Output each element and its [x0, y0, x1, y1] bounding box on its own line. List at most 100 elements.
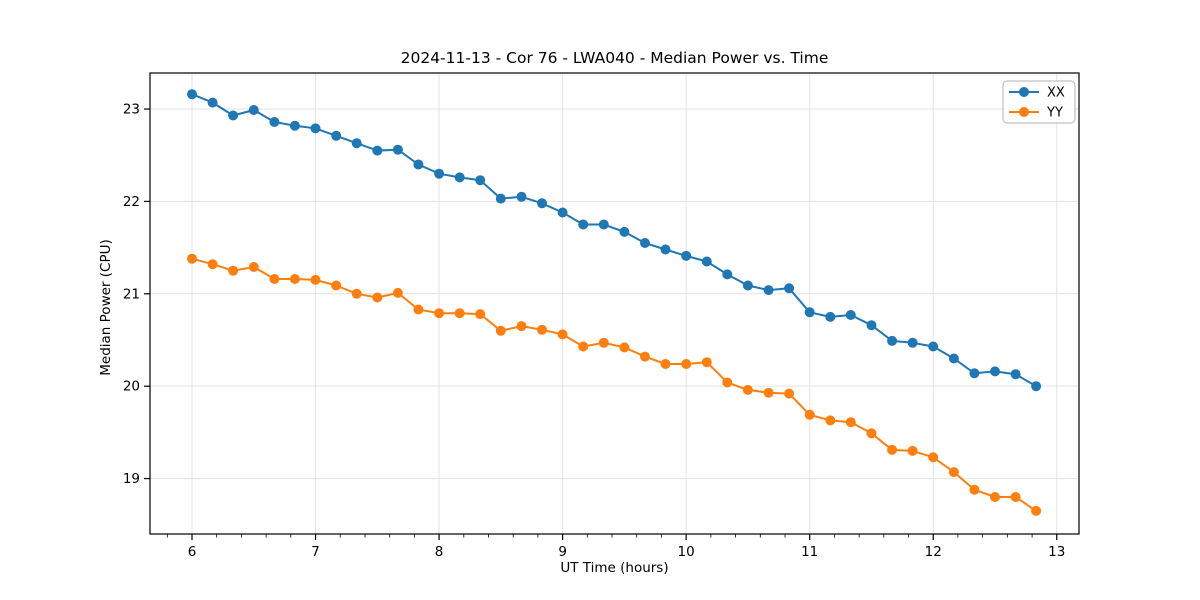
data-point-YY	[537, 324, 547, 335]
data-point-YY	[907, 445, 918, 456]
data-point-YY	[928, 452, 939, 463]
data-point-XX	[207, 97, 218, 108]
data-point-YY	[804, 409, 815, 420]
x-tick-label: 6	[188, 544, 197, 560]
data-point-XX	[681, 250, 692, 261]
data-point-YY	[207, 259, 218, 270]
data-point-XX	[804, 307, 815, 318]
gridlines	[150, 73, 1079, 534]
data-point-XX	[187, 89, 197, 100]
data-point-XX	[640, 238, 650, 248]
data-point-XX	[351, 138, 362, 149]
data-point-YY	[269, 274, 280, 284]
data-point-XX	[289, 120, 300, 131]
data-point-YY	[990, 492, 1000, 502]
data-point-XX	[660, 244, 671, 255]
x-tick-label: 13	[1048, 544, 1065, 560]
x-tick-label: 9	[558, 544, 567, 560]
series-line-YY	[191, 257, 1038, 512]
chart-title: 2024-11-13 - Cor 76 - LWA040 - Median Po…	[401, 49, 829, 67]
data-point-YY	[495, 325, 506, 336]
series-group	[187, 89, 1042, 516]
data-point-YY	[187, 253, 197, 264]
data-point-XX	[990, 366, 1000, 377]
data-point-YY	[578, 341, 589, 352]
data-point-YY	[351, 288, 362, 299]
data-point-XX	[228, 110, 239, 121]
data-point-YY	[475, 309, 486, 320]
legend-label-YY: YY	[1046, 106, 1063, 121]
plot-border	[149, 72, 1080, 535]
data-point-YY	[681, 359, 692, 369]
data-point-XX	[907, 337, 918, 348]
data-point-XX	[784, 283, 795, 294]
y-tick-label: 22	[123, 194, 140, 210]
axes: 6 7 8 9 10 11 12 13 19 20 21 22 23 2024-11-13 - Cor 7…	[98, 49, 1080, 576]
legend-marker-XX	[1019, 87, 1029, 97]
legend-entry-YY: YY	[1009, 106, 1063, 121]
data-point-YY	[866, 428, 877, 439]
data-point-XX	[763, 285, 774, 296]
data-point-YY	[784, 388, 795, 399]
data-point-YY	[1010, 492, 1021, 502]
data-point-YY	[660, 359, 671, 369]
data-point-XX	[969, 368, 980, 379]
data-point-YY	[722, 377, 733, 388]
x-tick-label: 12	[925, 544, 942, 560]
data-point-XX	[372, 145, 383, 156]
data-point-YY	[969, 484, 980, 495]
data-point-YY	[742, 384, 753, 395]
data-point-YY	[392, 287, 403, 298]
x-tick-label: 11	[801, 544, 818, 560]
legend: XX YY	[1002, 80, 1076, 124]
x-tick-label: 7	[311, 544, 320, 560]
data-point-YY	[887, 444, 898, 455]
data-point-XX	[392, 144, 403, 155]
x-axis-label: UT Time (hours)	[560, 560, 668, 576]
data-point-YY	[372, 292, 383, 303]
legend-label-XX: XX	[1047, 86, 1065, 101]
data-point-YY	[289, 274, 300, 284]
x-tick-label: 10	[678, 544, 695, 560]
data-point-YY	[598, 337, 609, 348]
data-point-XX	[269, 117, 280, 127]
legend-marker-YY	[1019, 107, 1029, 117]
data-point-YY	[516, 321, 527, 332]
data-point-YY	[310, 274, 321, 285]
data-point-YY	[248, 262, 259, 272]
y-tick-label: 21	[123, 286, 140, 302]
data-point-YY	[434, 308, 445, 319]
data-point-XX	[701, 256, 712, 267]
data-point-YY	[825, 415, 836, 426]
y-tick-label: 19	[123, 471, 140, 487]
data-point-XX	[845, 310, 856, 320]
y-axis-label: Median Power (CPU)	[98, 239, 114, 375]
x-tick-label: 8	[435, 544, 444, 560]
y-tick-label: 23	[123, 102, 140, 118]
data-point-XX	[619, 226, 630, 237]
data-point-YY	[948, 467, 959, 478]
data-point-YY	[701, 357, 712, 368]
data-point-XX	[248, 105, 259, 115]
data-point-YY	[1031, 505, 1042, 516]
data-point-XX	[537, 198, 547, 209]
data-point-YY	[413, 304, 424, 315]
data-point-XX	[742, 280, 753, 291]
data-point-YY	[763, 387, 774, 398]
data-point-XX	[598, 219, 609, 230]
data-point-YY	[640, 351, 650, 362]
data-point-YY	[619, 342, 630, 353]
data-point-XX	[331, 130, 342, 141]
data-point-YY	[845, 417, 856, 428]
data-point-XX	[475, 175, 486, 186]
data-point-XX	[557, 207, 568, 218]
data-point-YY	[331, 280, 342, 291]
data-point-XX	[516, 191, 527, 202]
data-point-XX	[434, 168, 445, 179]
data-point-YY	[454, 308, 465, 319]
data-point-XX	[413, 159, 424, 170]
series-XX	[187, 89, 1042, 392]
data-point-XX	[1010, 369, 1021, 380]
